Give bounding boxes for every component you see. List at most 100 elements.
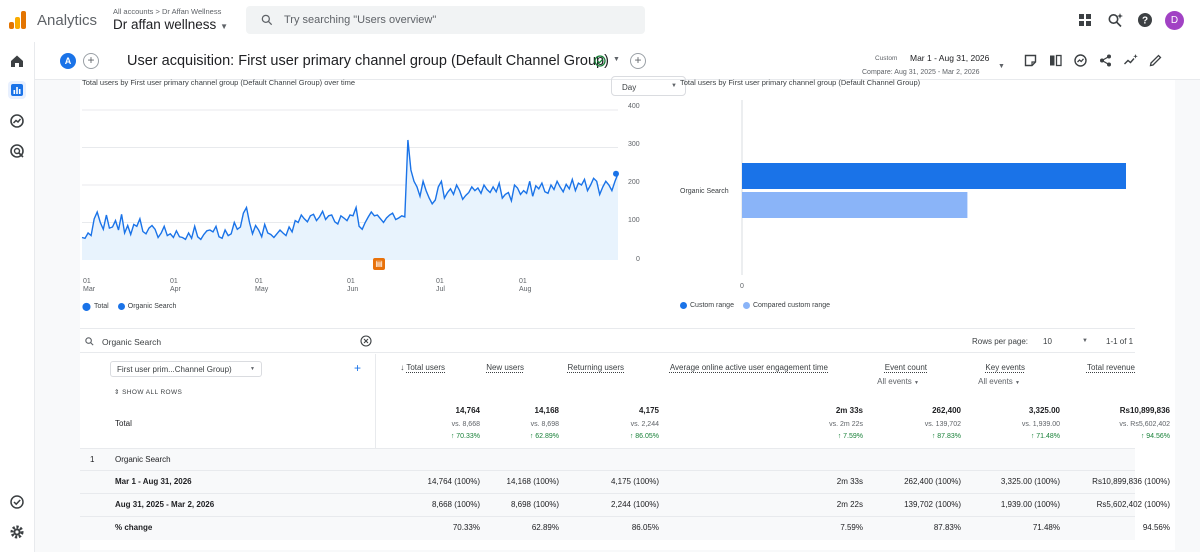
date-range: Mar 1 - Aug 31, 2026 [910, 53, 990, 63]
y-tick-100: 100 [628, 217, 640, 224]
total-change-value: ↑ 94.56% [1140, 433, 1170, 440]
col-label: Event count [884, 363, 927, 372]
total-change-value: ↑ 86.05% [629, 433, 659, 440]
granularity-value: Day [622, 83, 637, 92]
granularity-dropdown[interactable]: Day ▼ [611, 76, 686, 96]
col-event-count[interactable]: Event count [885, 363, 927, 372]
add-comparison-button[interactable]: + [83, 53, 99, 69]
col-engagement-time[interactable]: Average online active user engagement ti… [670, 363, 828, 372]
last-data-point[interactable] [613, 170, 619, 177]
app-name: Analytics [37, 12, 98, 29]
table-cell: 3,325.00 (100%) [1000, 477, 1060, 486]
bar-compared-range[interactable] [742, 192, 968, 218]
insights-note-icon[interactable] [1023, 53, 1038, 68]
x-tick-month: Jun [347, 286, 359, 293]
y-tick-400: 400 [628, 103, 640, 110]
line-chart[interactable] [80, 100, 620, 260]
table-cell: 14,764 (100%) [427, 477, 480, 486]
x-tick-month: May [255, 286, 269, 293]
custom-label: Custom [875, 55, 898, 62]
compare-columns-icon[interactable] [1048, 53, 1063, 68]
analytics-logo-icon[interactable] [9, 11, 27, 29]
legend-compared-range-label: Compared custom range [752, 302, 831, 309]
total-value: 3,325.00 [1028, 406, 1060, 415]
search-bar[interactable]: Try searching "Users overview" [246, 6, 645, 34]
rows-per-page-label: Rows per page: [972, 337, 1029, 346]
checklist-icon[interactable] [8, 493, 26, 511]
insights-sparkle-icon[interactable] [1123, 53, 1138, 68]
table-cell: Rs5,602,402 (100%) [1096, 500, 1170, 509]
apps-grid-icon[interactable] [1077, 12, 1093, 28]
caret-down-icon: ▼ [220, 22, 228, 31]
search-icon [261, 14, 273, 26]
row-bg [80, 517, 1135, 540]
x-tick-day: 01 [170, 278, 178, 285]
user-avatar[interactable]: D [1165, 11, 1184, 30]
sort-arrow-icon: ↓ [400, 363, 407, 372]
expand-arrows-icon: ⇕ [114, 389, 123, 396]
bar-legend: Custom range Compared custom range [680, 302, 830, 309]
granularity-caret-icon: ▼ [671, 83, 677, 89]
help-icon[interactable]: ? [1137, 12, 1153, 28]
x-tick-month: Apr [170, 286, 181, 293]
series-line-organic-search[interactable] [81, 139, 619, 241]
table-cell: 8,698 (100%) [510, 500, 559, 509]
total-row-label: Total [115, 419, 132, 428]
report-content: Total users by First user primary channe… [35, 76, 1200, 552]
account-selector[interactable]: Dr affan wellness ▼ [113, 17, 228, 32]
title-caret-down-icon[interactable]: ▼ [613, 56, 620, 63]
rows-per-page-select[interactable]: 10 ▼ [1043, 337, 1088, 346]
col-label: Returning users [567, 363, 624, 372]
status-check-icon[interactable] [594, 55, 606, 67]
total-compare-value: vs. 2,244 [630, 421, 659, 428]
event-count-filter[interactable]: All events ▼ [877, 377, 919, 386]
add-dimension-button[interactable]: + [354, 361, 362, 375]
filter-label: All events [978, 377, 1013, 386]
account-breadcrumb[interactable]: All accounts > Dr Affan Wellness [113, 7, 222, 16]
annotation-marker-icon[interactable]: ▤ [373, 258, 385, 270]
advertising-icon[interactable] [8, 142, 26, 160]
compare-range: Compare: Aug 31, 2025 - Mar 2, 2026 [862, 69, 980, 76]
col-returning-users[interactable]: Returning users [568, 363, 624, 372]
column-divider [375, 354, 376, 540]
bar-custom-range[interactable] [742, 163, 1126, 189]
filter-caret-icon: ▼ [914, 380, 919, 386]
table-cell: 7.59% [840, 523, 863, 532]
x-tick-day: 01 [347, 278, 355, 285]
dimension-selector[interactable]: First user prim...Channel Group) ▼ [110, 361, 262, 377]
explore-report-icon[interactable] [1073, 53, 1088, 68]
search-insights-icon[interactable] [1107, 12, 1123, 28]
line-chart-title: Total users by First user primary channe… [82, 78, 356, 87]
col-key-events[interactable]: Key events [985, 363, 1025, 372]
divider [80, 516, 1135, 517]
total-change-value: ↑ 62.89% [529, 433, 559, 440]
account-name: Dr affan wellness [113, 17, 217, 32]
home-icon[interactable] [8, 52, 26, 70]
col-new-users[interactable]: New users [486, 363, 524, 372]
show-all-rows-toggle[interactable]: ⇕ SHOW ALL ROWS [114, 388, 182, 396]
top-bar: Analytics All accounts > Dr Affan Wellne… [0, 0, 1200, 42]
pagination-text: 1-1 of 1 [1106, 337, 1134, 346]
share-icon[interactable] [1098, 53, 1113, 68]
table-cell: 8,668 (100%) [431, 500, 480, 509]
settings-gear-icon[interactable] [8, 523, 26, 541]
x-tick-aug: 01 Aug [519, 278, 531, 294]
clear-search-icon[interactable] [360, 335, 372, 347]
explore-icon[interactable] [8, 112, 26, 130]
comparison-badge[interactable]: A [60, 53, 76, 69]
x-tick-may: 01 May [255, 278, 268, 294]
date-caret-down-icon[interactable]: ▼ [998, 63, 1005, 70]
table-search[interactable]: Organic Search [80, 330, 385, 352]
bar-chart[interactable]: Organic Search 0 [680, 95, 1150, 295]
add-report-button[interactable]: + [630, 53, 646, 69]
key-events-filter[interactable]: All events ▼ [978, 377, 1020, 386]
x-tick-day: 01 [436, 278, 444, 285]
table-cell: 14,168 (100%) [506, 477, 559, 486]
x-tick-month: Jul [436, 286, 445, 293]
row-label: Aug 31, 2025 - Mar 2, 2026 [115, 500, 215, 509]
col-total-users[interactable]: ↓ Total users [400, 363, 445, 372]
reports-nav-item[interactable] [8, 81, 26, 99]
col-total-revenue[interactable]: Total revenue [1087, 363, 1135, 372]
divider [80, 352, 1135, 353]
edit-pencil-icon[interactable] [1148, 53, 1163, 68]
